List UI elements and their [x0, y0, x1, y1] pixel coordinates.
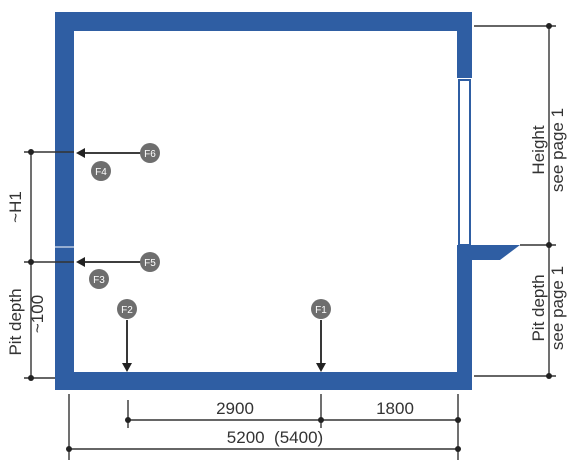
left-dimension: ~H1 Pit depth ~100	[6, 149, 74, 381]
force-f3-label: F3	[93, 275, 105, 286]
left-pit-depth-label: Pit depth	[6, 288, 25, 355]
height-label: Height	[529, 125, 548, 174]
force-f5-arrowhead	[76, 257, 85, 267]
force-f2-label: F2	[121, 305, 133, 316]
force-f4: F4	[91, 161, 111, 181]
dot-overall-left	[66, 446, 72, 452]
dot-seg-mid	[318, 417, 324, 423]
bottom-wall	[55, 372, 472, 390]
left-dot-bottom	[28, 375, 34, 381]
force-f6-badge	[140, 143, 160, 163]
shaft-walls	[55, 12, 520, 390]
force-f6-arrowhead	[76, 148, 85, 158]
overall-width-label: 5200 (5400)	[227, 428, 323, 447]
force-f3-badge	[89, 269, 109, 289]
force-f2-arrowhead	[122, 363, 132, 372]
force-f2: F2	[117, 299, 137, 372]
force-f1-badge	[311, 299, 331, 319]
force-f6-label: F6	[144, 149, 156, 160]
force-f5-label: F5	[144, 258, 156, 269]
right-wall-upper	[457, 12, 472, 78]
right-wall-lower	[457, 245, 472, 390]
top-wall	[55, 12, 472, 31]
height-ref-label: see page 1	[548, 108, 567, 192]
left-wall	[55, 12, 74, 389]
h1-label: ~H1	[6, 191, 25, 223]
right-dot-bottom	[546, 373, 552, 379]
right-dot-top	[546, 23, 552, 29]
left-dot-mid	[28, 259, 34, 265]
force-f1-arrowhead	[316, 363, 326, 372]
force-f4-badge	[91, 161, 111, 181]
segment-right-label: 1800	[376, 399, 414, 418]
dot-overall-right	[455, 446, 461, 452]
force-f3: F3	[89, 269, 109, 289]
right-pit-depth-label: Pit depth	[529, 274, 548, 341]
force-f4-label: F4	[95, 167, 107, 178]
bottom-dimensions: 2900 1800 5200 (5400)	[66, 394, 461, 460]
door-sill	[457, 245, 520, 260]
force-f6: F6	[76, 143, 160, 163]
left-dot-top	[28, 149, 34, 155]
force-f1-label: F1	[315, 305, 327, 316]
right-pit-ref-label: see page 1	[548, 266, 567, 350]
dot-seg-right	[455, 417, 461, 423]
force-f5: F5	[76, 252, 160, 272]
force-f5-badge	[140, 252, 160, 272]
left-pit-value-label: ~100	[28, 295, 47, 333]
segment-left-label: 2900	[216, 399, 254, 418]
door-opening	[458, 79, 471, 246]
right-dot-mid	[546, 242, 552, 248]
right-dimension: Height see page 1 Pit depth see page 1	[474, 23, 567, 379]
force-f1: F1	[311, 299, 331, 372]
force-f2-badge	[117, 299, 137, 319]
dot-seg-left	[125, 417, 131, 423]
